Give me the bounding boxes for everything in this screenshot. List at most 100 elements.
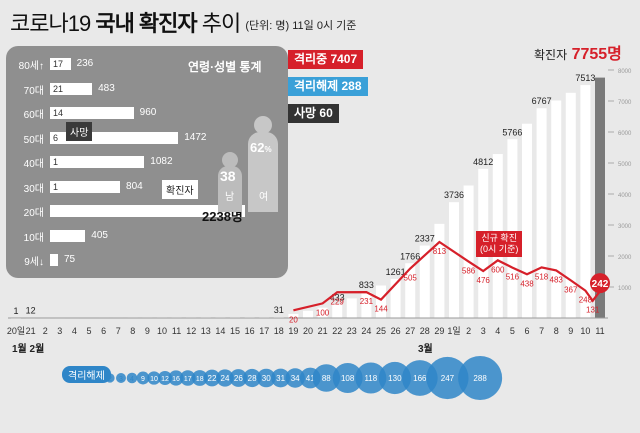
female-pct: 62% — [250, 140, 272, 155]
x-tick-label: 10 — [580, 326, 590, 336]
cumulative-label: 2337 — [415, 234, 435, 244]
x-tick-label: 5 — [86, 326, 91, 336]
release-bubble — [168, 370, 184, 386]
male-body-icon — [218, 166, 242, 212]
x-tick-label: 20 — [303, 326, 313, 336]
y-tick-label: 5000 — [618, 162, 632, 168]
release-bubble — [378, 361, 411, 395]
x-tick-label: 14 — [215, 326, 225, 336]
age-label: 30대 — [23, 183, 44, 195]
cumulative-bar — [405, 263, 416, 318]
male-label: 남 — [225, 192, 235, 203]
cumulative-bar — [522, 123, 532, 319]
x-tick-label: 5 — [510, 326, 515, 336]
release-label: 격리해제 — [62, 366, 111, 383]
release-value: 88 — [322, 374, 331, 383]
cumulative-bar — [580, 85, 591, 318]
release-value: 18 — [196, 376, 204, 383]
x-tick-label: 4 — [72, 326, 77, 336]
month-mar: 3월 — [418, 344, 433, 355]
new-cases-value: 483 — [550, 275, 564, 284]
title-note: (단위: 명) 11일 0시 기준 — [245, 20, 357, 33]
x-tick-label: 22 — [332, 326, 342, 336]
cumulative-label: 12 — [26, 306, 36, 316]
x-tick-label: 23 — [347, 326, 357, 336]
cumulative-bar — [536, 108, 547, 319]
male-head-icon — [222, 152, 238, 168]
female-pct-value: 62 — [250, 140, 265, 155]
release-bubble — [126, 372, 138, 384]
new-cases-value: 131 — [586, 306, 600, 315]
new-cases-value: 367 — [564, 285, 578, 294]
x-tick-label: 24 — [361, 326, 371, 336]
new-cases-value: 586 — [462, 267, 476, 276]
release-bubble — [136, 371, 150, 385]
new-cases-value: 100 — [316, 308, 330, 317]
cumulative-bar — [595, 77, 605, 318]
isolated-badge: 격리중 7407 — [288, 50, 364, 69]
death-callout: 사망 — [66, 122, 93, 141]
release-value: 41 — [306, 374, 315, 383]
x-tick-label: 6 — [524, 326, 529, 336]
female-pct-unit: % — [264, 145, 272, 154]
cumulative-bar — [303, 310, 313, 318]
age-death-count: 17 — [53, 59, 64, 69]
release-value: 108 — [341, 374, 355, 383]
x-tick-label: 18 — [274, 326, 284, 336]
y-tick-label: 1000 — [618, 286, 632, 292]
x-tick-label: 3 — [57, 326, 62, 336]
release-bubble — [147, 371, 161, 385]
age-death-count: 21 — [53, 83, 64, 94]
x-tick-label: 4 — [495, 326, 500, 336]
cumulative-bar — [434, 223, 445, 318]
age-bar — [50, 58, 71, 70]
y-tick-label: 8000 — [618, 69, 632, 75]
month-jan-feb: 1월 2월 — [12, 340, 44, 355]
release-bubble — [116, 373, 126, 383]
cumulative-bar — [419, 245, 430, 318]
age-label: 40대 — [23, 159, 44, 170]
headline-label: 확진자 — [534, 48, 568, 62]
new-cases-label: 신규 확진 (0시 기준) — [476, 231, 523, 257]
x-tick-label: 13 — [201, 326, 211, 336]
release-bubble — [243, 368, 262, 388]
y-tick-label: 2000 — [618, 255, 632, 261]
release-bubble — [180, 370, 196, 386]
release-bubble — [458, 356, 503, 400]
x-tick-label: 17 — [259, 326, 269, 336]
y-tick-label: 6000 — [618, 131, 632, 137]
male-figure: 38 남 — [218, 152, 242, 212]
release-bubble — [229, 369, 248, 387]
cumulative-bar — [507, 139, 518, 318]
x-tick-label: 6 — [101, 326, 106, 336]
release-bubble — [191, 370, 208, 386]
title-suffix: 추이 — [201, 11, 241, 36]
release-bubble — [355, 362, 387, 394]
release-value: 28 — [248, 374, 257, 383]
new-cases-marker — [590, 273, 610, 294]
cumulative-bar — [288, 313, 299, 318]
new-cases-value: 600 — [491, 265, 505, 274]
age-bar — [50, 180, 121, 193]
new-cases-value: 229 — [331, 297, 345, 306]
death-badge: 사망 60 — [288, 104, 339, 123]
cumulative-bar — [551, 100, 562, 318]
x-tick-label: 2 — [466, 326, 471, 336]
age-total: 75 — [64, 254, 76, 265]
release-value: 166 — [413, 374, 427, 383]
release-value: 30 — [262, 374, 271, 383]
page-title: 코로나19 국내 확진자 추이 (단위: 명) 11일 0시 기준 — [10, 6, 356, 38]
release-bubble — [285, 368, 305, 388]
new-cases-value: 518 — [535, 272, 549, 281]
cumulative-label: 7513 — [575, 73, 595, 83]
cumulative-label: 433 — [330, 293, 345, 303]
age-death-count: 6 — [53, 132, 59, 143]
age-death-count: 1 — [53, 181, 59, 192]
release-bubble — [312, 364, 341, 392]
female-label: 여 — [259, 192, 269, 203]
y-tick-label: 7000 — [618, 100, 632, 106]
x-tick-label: 11 — [172, 326, 181, 336]
month-feb: 2월 — [29, 344, 45, 355]
new-cases-value: 231 — [360, 297, 374, 306]
